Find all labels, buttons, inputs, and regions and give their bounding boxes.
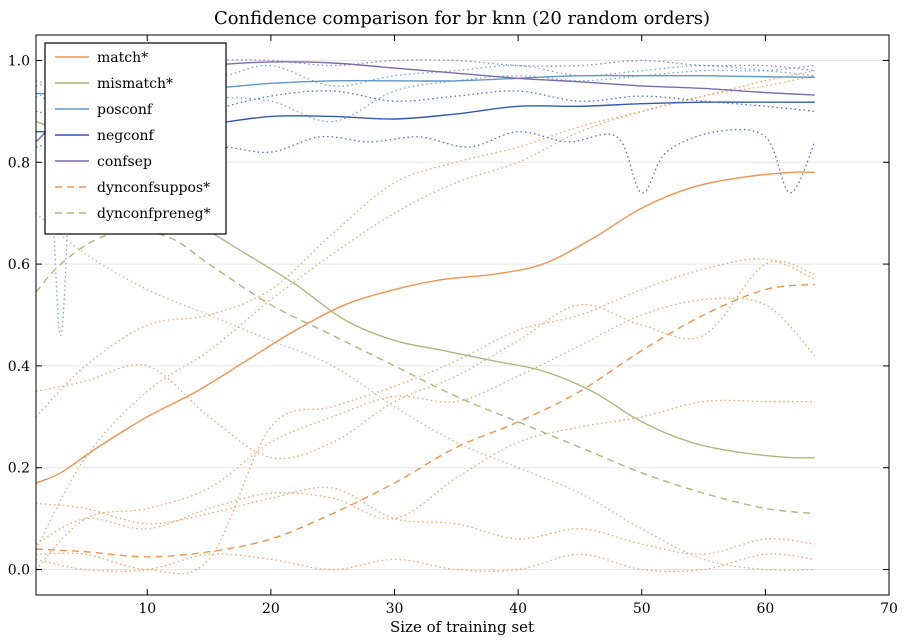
y-tick-label: 0.4 bbox=[8, 359, 30, 375]
legend-label: match* bbox=[97, 50, 148, 66]
legend-label: dynconfpreneg* bbox=[97, 206, 211, 222]
background-runs bbox=[35, 59, 816, 575]
y-tick-label: 1.0 bbox=[8, 53, 30, 69]
legend-label: posconf bbox=[97, 102, 154, 118]
x-tick-label: 60 bbox=[756, 601, 774, 617]
series-line-match bbox=[35, 171, 815, 484]
x-tick-label: 70 bbox=[880, 601, 898, 617]
legend: match* mismatch* posconf negconf confsep dync… bbox=[44, 42, 227, 235]
legend-box bbox=[44, 42, 227, 235]
background-run-line bbox=[35, 70, 815, 418]
background-run-line bbox=[35, 258, 816, 575]
series-line-dynconfsuppos bbox=[35, 283, 815, 558]
ticks: 10 20 30 40 50 60 70 0.0 0.2 0.4 0.6 0.8 1.0 bbox=[8, 35, 898, 617]
x-tick-label: 30 bbox=[386, 601, 404, 617]
legend-label: confsep bbox=[97, 154, 152, 170]
legend-label: negconf bbox=[97, 128, 156, 144]
y-tick-label: 0.6 bbox=[8, 257, 30, 273]
background-run-line bbox=[35, 64, 815, 123]
x-tick-label: 20 bbox=[262, 601, 280, 617]
y-tick-label: 0.8 bbox=[8, 155, 30, 171]
y-tick-label: 0.2 bbox=[8, 461, 30, 477]
chart-title: Confidence comparison for br knn (20 ran… bbox=[214, 8, 710, 29]
x-tick-label: 40 bbox=[509, 601, 527, 617]
background-run-line bbox=[35, 553, 815, 573]
background-run-line bbox=[35, 297, 816, 571]
grid bbox=[36, 59, 889, 571]
plot-frame bbox=[35, 34, 890, 596]
legend-label: mismatch* bbox=[97, 76, 173, 92]
background-run-line bbox=[35, 64, 815, 337]
x-tick-label: 50 bbox=[633, 601, 651, 617]
y-tick-label: 0.0 bbox=[8, 563, 30, 579]
background-run-line bbox=[35, 90, 815, 133]
legend-label: dynconfsuppos* bbox=[97, 180, 210, 196]
background-run-line bbox=[35, 260, 816, 460]
x-tick-label: 10 bbox=[138, 601, 156, 617]
x-axis-label: Size of training set bbox=[390, 618, 534, 636]
background-run-line bbox=[35, 399, 815, 545]
